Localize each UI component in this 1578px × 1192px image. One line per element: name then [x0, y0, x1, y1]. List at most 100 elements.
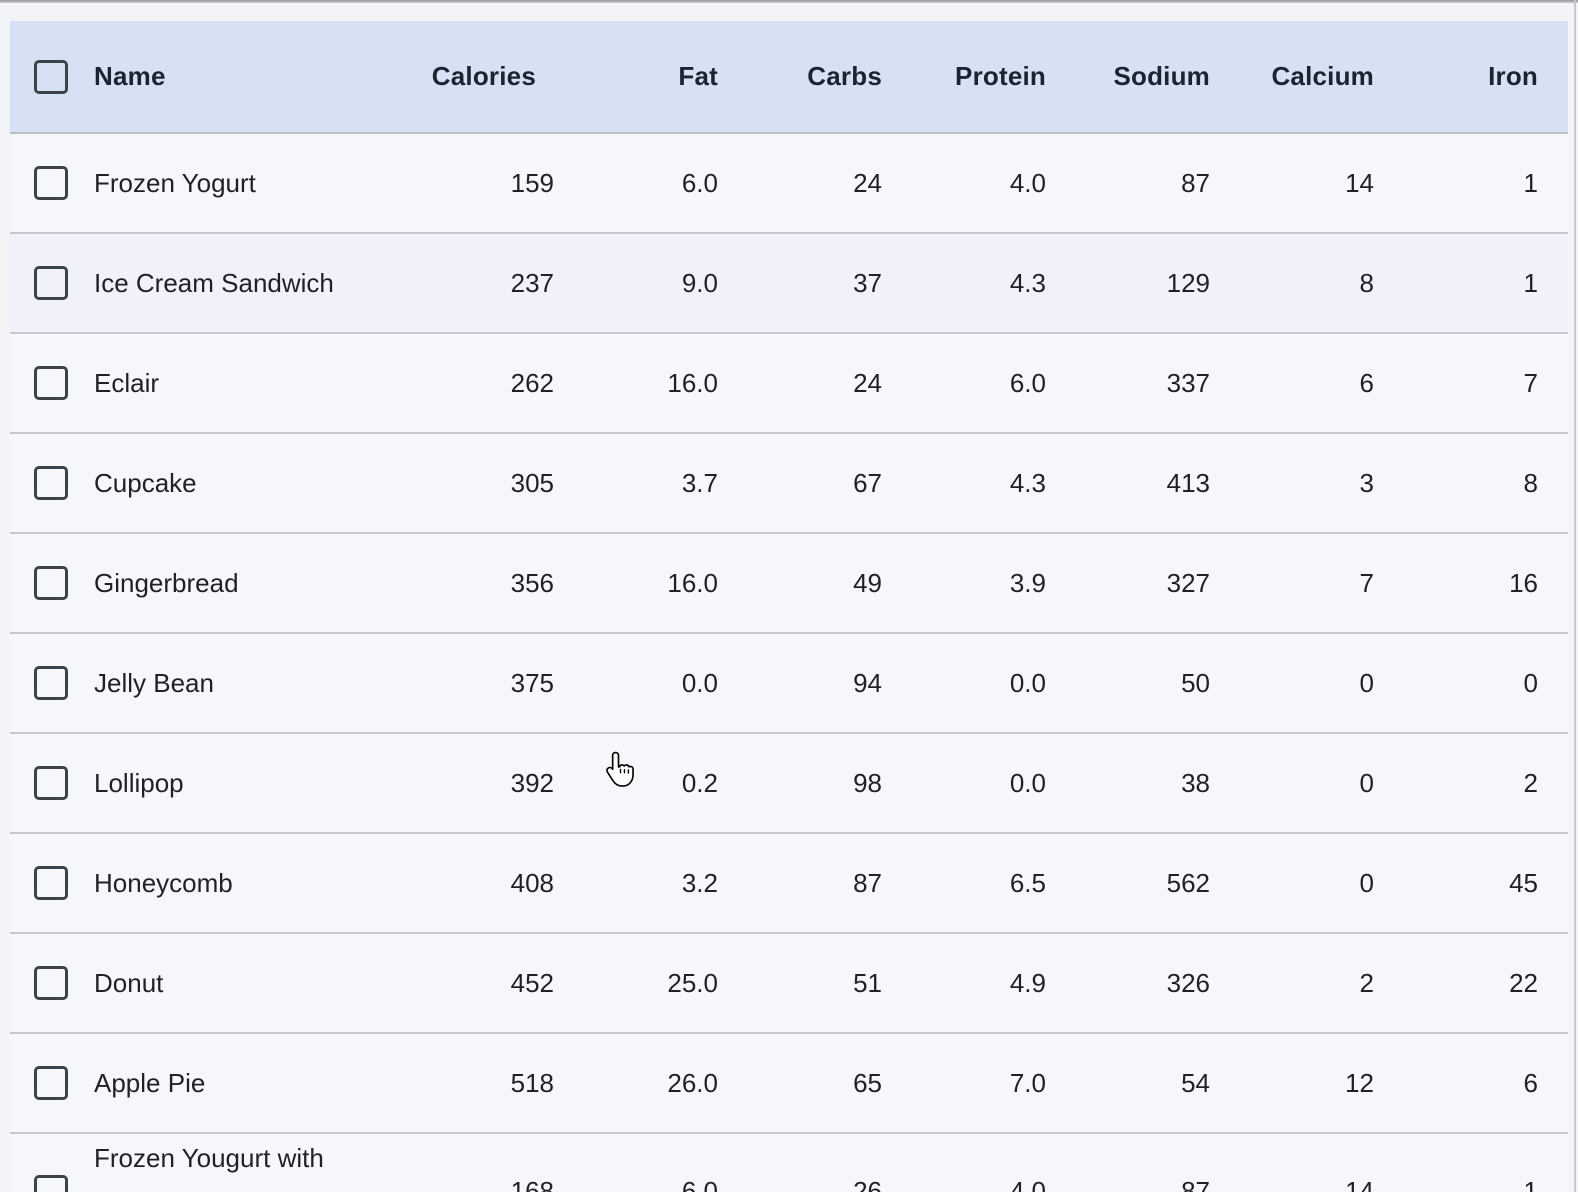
- cell-fat: 26.0: [667, 1067, 718, 1098]
- cell-iron: 16: [1509, 567, 1538, 598]
- cell-calories: 168: [510, 1176, 554, 1192]
- cell-iron: 2: [1523, 767, 1538, 798]
- cell-calcium: 12: [1345, 1067, 1374, 1098]
- cell-name: Honeycomb: [94, 867, 233, 898]
- cell-name: Cupcake: [94, 467, 197, 498]
- column-header-carbs[interactable]: Carbs: [807, 61, 882, 91]
- cell-sodium: 129: [1166, 267, 1210, 298]
- row-checkbox[interactable]: [34, 666, 68, 700]
- cell-iron: 0: [1523, 667, 1538, 698]
- cell-protein: 3.9: [1009, 567, 1046, 598]
- cell-carbs: 24: [853, 167, 882, 198]
- column-header-calories[interactable]: Calories: [431, 61, 536, 91]
- cell-iron: 6: [1523, 1067, 1538, 1098]
- cell-carbs: 65: [853, 1067, 882, 1098]
- checkbox-cell: [10, 966, 84, 1000]
- column-header-fat[interactable]: Fat: [678, 61, 718, 91]
- cell-calories: 392: [510, 767, 554, 798]
- table-row-jelly-bean[interactable]: Jelly Bean 375 0.0 94 0.0 50 0 0: [10, 634, 1568, 734]
- cell-sodium: 38: [1181, 767, 1210, 798]
- checkbox-cell: [10, 1174, 84, 1192]
- cell-sodium: 87: [1181, 167, 1210, 198]
- cell-sodium: 54: [1181, 1067, 1210, 1098]
- cell-iron: 7: [1523, 367, 1538, 398]
- cell-fat: 9.0: [681, 267, 718, 298]
- row-checkbox[interactable]: [34, 1066, 68, 1100]
- cell-protein: 4.3: [1009, 267, 1046, 298]
- cell-protein: 7.0: [1009, 1067, 1046, 1098]
- cell-iron: 1: [1523, 267, 1538, 298]
- table-row-cupcake[interactable]: Cupcake 305 3.7 67 4.3 413 3 8: [10, 434, 1568, 534]
- row-checkbox[interactable]: [34, 566, 68, 600]
- cell-calories: 356: [510, 567, 554, 598]
- row-checkbox[interactable]: [34, 366, 68, 400]
- cell-calories: 452: [510, 967, 554, 998]
- window-top-edge: [0, 0, 1578, 3]
- row-checkbox[interactable]: [34, 966, 68, 1000]
- cell-carbs: 87: [853, 867, 882, 898]
- cell-fat: 0.2: [681, 767, 718, 798]
- checkbox-cell: [10, 1066, 84, 1100]
- table-row-frozen-yougurt-with[interactable]: Frozen Yougurt with 168 6.0 26 4.0 87 14…: [10, 1134, 1568, 1192]
- cell-name: Frozen Yogurt: [94, 167, 256, 198]
- cell-fat: 25.0: [667, 967, 718, 998]
- column-header-iron[interactable]: Iron: [1488, 61, 1538, 91]
- cell-protein: 6.0: [1009, 367, 1046, 398]
- table-row-gingerbread[interactable]: Gingerbread 356 16.0 49 3.9 327 7 16: [10, 534, 1568, 634]
- column-header-calcium[interactable]: Calcium: [1271, 61, 1374, 91]
- checkbox-cell: [10, 366, 84, 400]
- table-row-honeycomb[interactable]: Honeycomb 408 3.2 87 6.5 562 0 45: [10, 834, 1568, 934]
- cell-name: Donut: [94, 967, 164, 998]
- table-row-ice-cream-sandwich[interactable]: Ice Cream Sandwich 237 9.0 37 4.3 129 8 …: [10, 234, 1568, 334]
- cell-fat: 16.0: [667, 367, 718, 398]
- cell-protein: 4.0: [1009, 167, 1046, 198]
- table-row-eclair[interactable]: Eclair 262 16.0 24 6.0 337 6 7: [10, 334, 1568, 434]
- table-row-donut[interactable]: Donut 452 25.0 51 4.9 326 2 22: [10, 934, 1568, 1034]
- cell-sodium: 87: [1181, 1176, 1210, 1192]
- cell-sodium: 326: [1166, 967, 1210, 998]
- cell-fat: 6.0: [681, 1176, 718, 1192]
- cell-fat: 3.2: [681, 867, 718, 898]
- table-row-apple-pie[interactable]: Apple Pie 518 26.0 65 7.0 54 12 6: [10, 1034, 1568, 1134]
- cell-calories: 518: [510, 1067, 554, 1098]
- cell-carbs: 94: [853, 667, 882, 698]
- cell-protein: 4.9: [1009, 967, 1046, 998]
- row-checkbox[interactable]: [34, 166, 68, 200]
- cell-carbs: 26: [853, 1176, 882, 1192]
- cell-calcium: 0: [1359, 667, 1374, 698]
- cell-calcium: 14: [1345, 1176, 1374, 1192]
- cell-protein: 0.0: [1009, 767, 1046, 798]
- row-checkbox[interactable]: [34, 466, 68, 500]
- cell-sodium: 413: [1166, 467, 1210, 498]
- column-header-sodium[interactable]: Sodium: [1113, 61, 1210, 91]
- cell-calories: 159: [510, 167, 554, 198]
- cell-name: Lollipop: [94, 767, 184, 798]
- cell-calories: 305: [510, 467, 554, 498]
- column-header-name[interactable]: Name: [94, 61, 166, 91]
- cell-iron: 22: [1509, 967, 1538, 998]
- checkbox-cell: [10, 866, 84, 900]
- cell-calories: 237: [510, 267, 554, 298]
- cell-carbs: 49: [853, 567, 882, 598]
- select-all-checkbox[interactable]: [34, 59, 68, 94]
- row-checkbox[interactable]: [34, 1174, 68, 1192]
- cell-carbs: 24: [853, 367, 882, 398]
- column-header-protein[interactable]: Protein: [955, 61, 1046, 91]
- checkbox-cell: [10, 566, 84, 600]
- row-checkbox[interactable]: [34, 866, 68, 900]
- checkbox-cell: [10, 166, 84, 200]
- cell-calories: 375: [510, 667, 554, 698]
- cell-calcium: 3: [1359, 467, 1374, 498]
- table-header-row: Name Calories Fat Carbs Protein Sodium C…: [10, 21, 1568, 134]
- cell-name: Ice Cream Sandwich: [94, 267, 334, 298]
- table-row-frozen-yogurt[interactable]: Frozen Yogurt 159 6.0 24 4.0 87 14 1: [10, 134, 1568, 234]
- cell-name: Apple Pie: [94, 1067, 206, 1098]
- cell-calcium: 0: [1359, 867, 1374, 898]
- cell-calcium: 6: [1359, 367, 1374, 398]
- table-row-lollipop[interactable]: Lollipop 392 0.2 98 0.0 38 0 2: [10, 734, 1568, 834]
- row-checkbox[interactable]: [34, 266, 68, 300]
- cell-name: Jelly Bean: [94, 667, 214, 698]
- cell-calcium: 14: [1345, 167, 1374, 198]
- row-checkbox[interactable]: [34, 766, 68, 800]
